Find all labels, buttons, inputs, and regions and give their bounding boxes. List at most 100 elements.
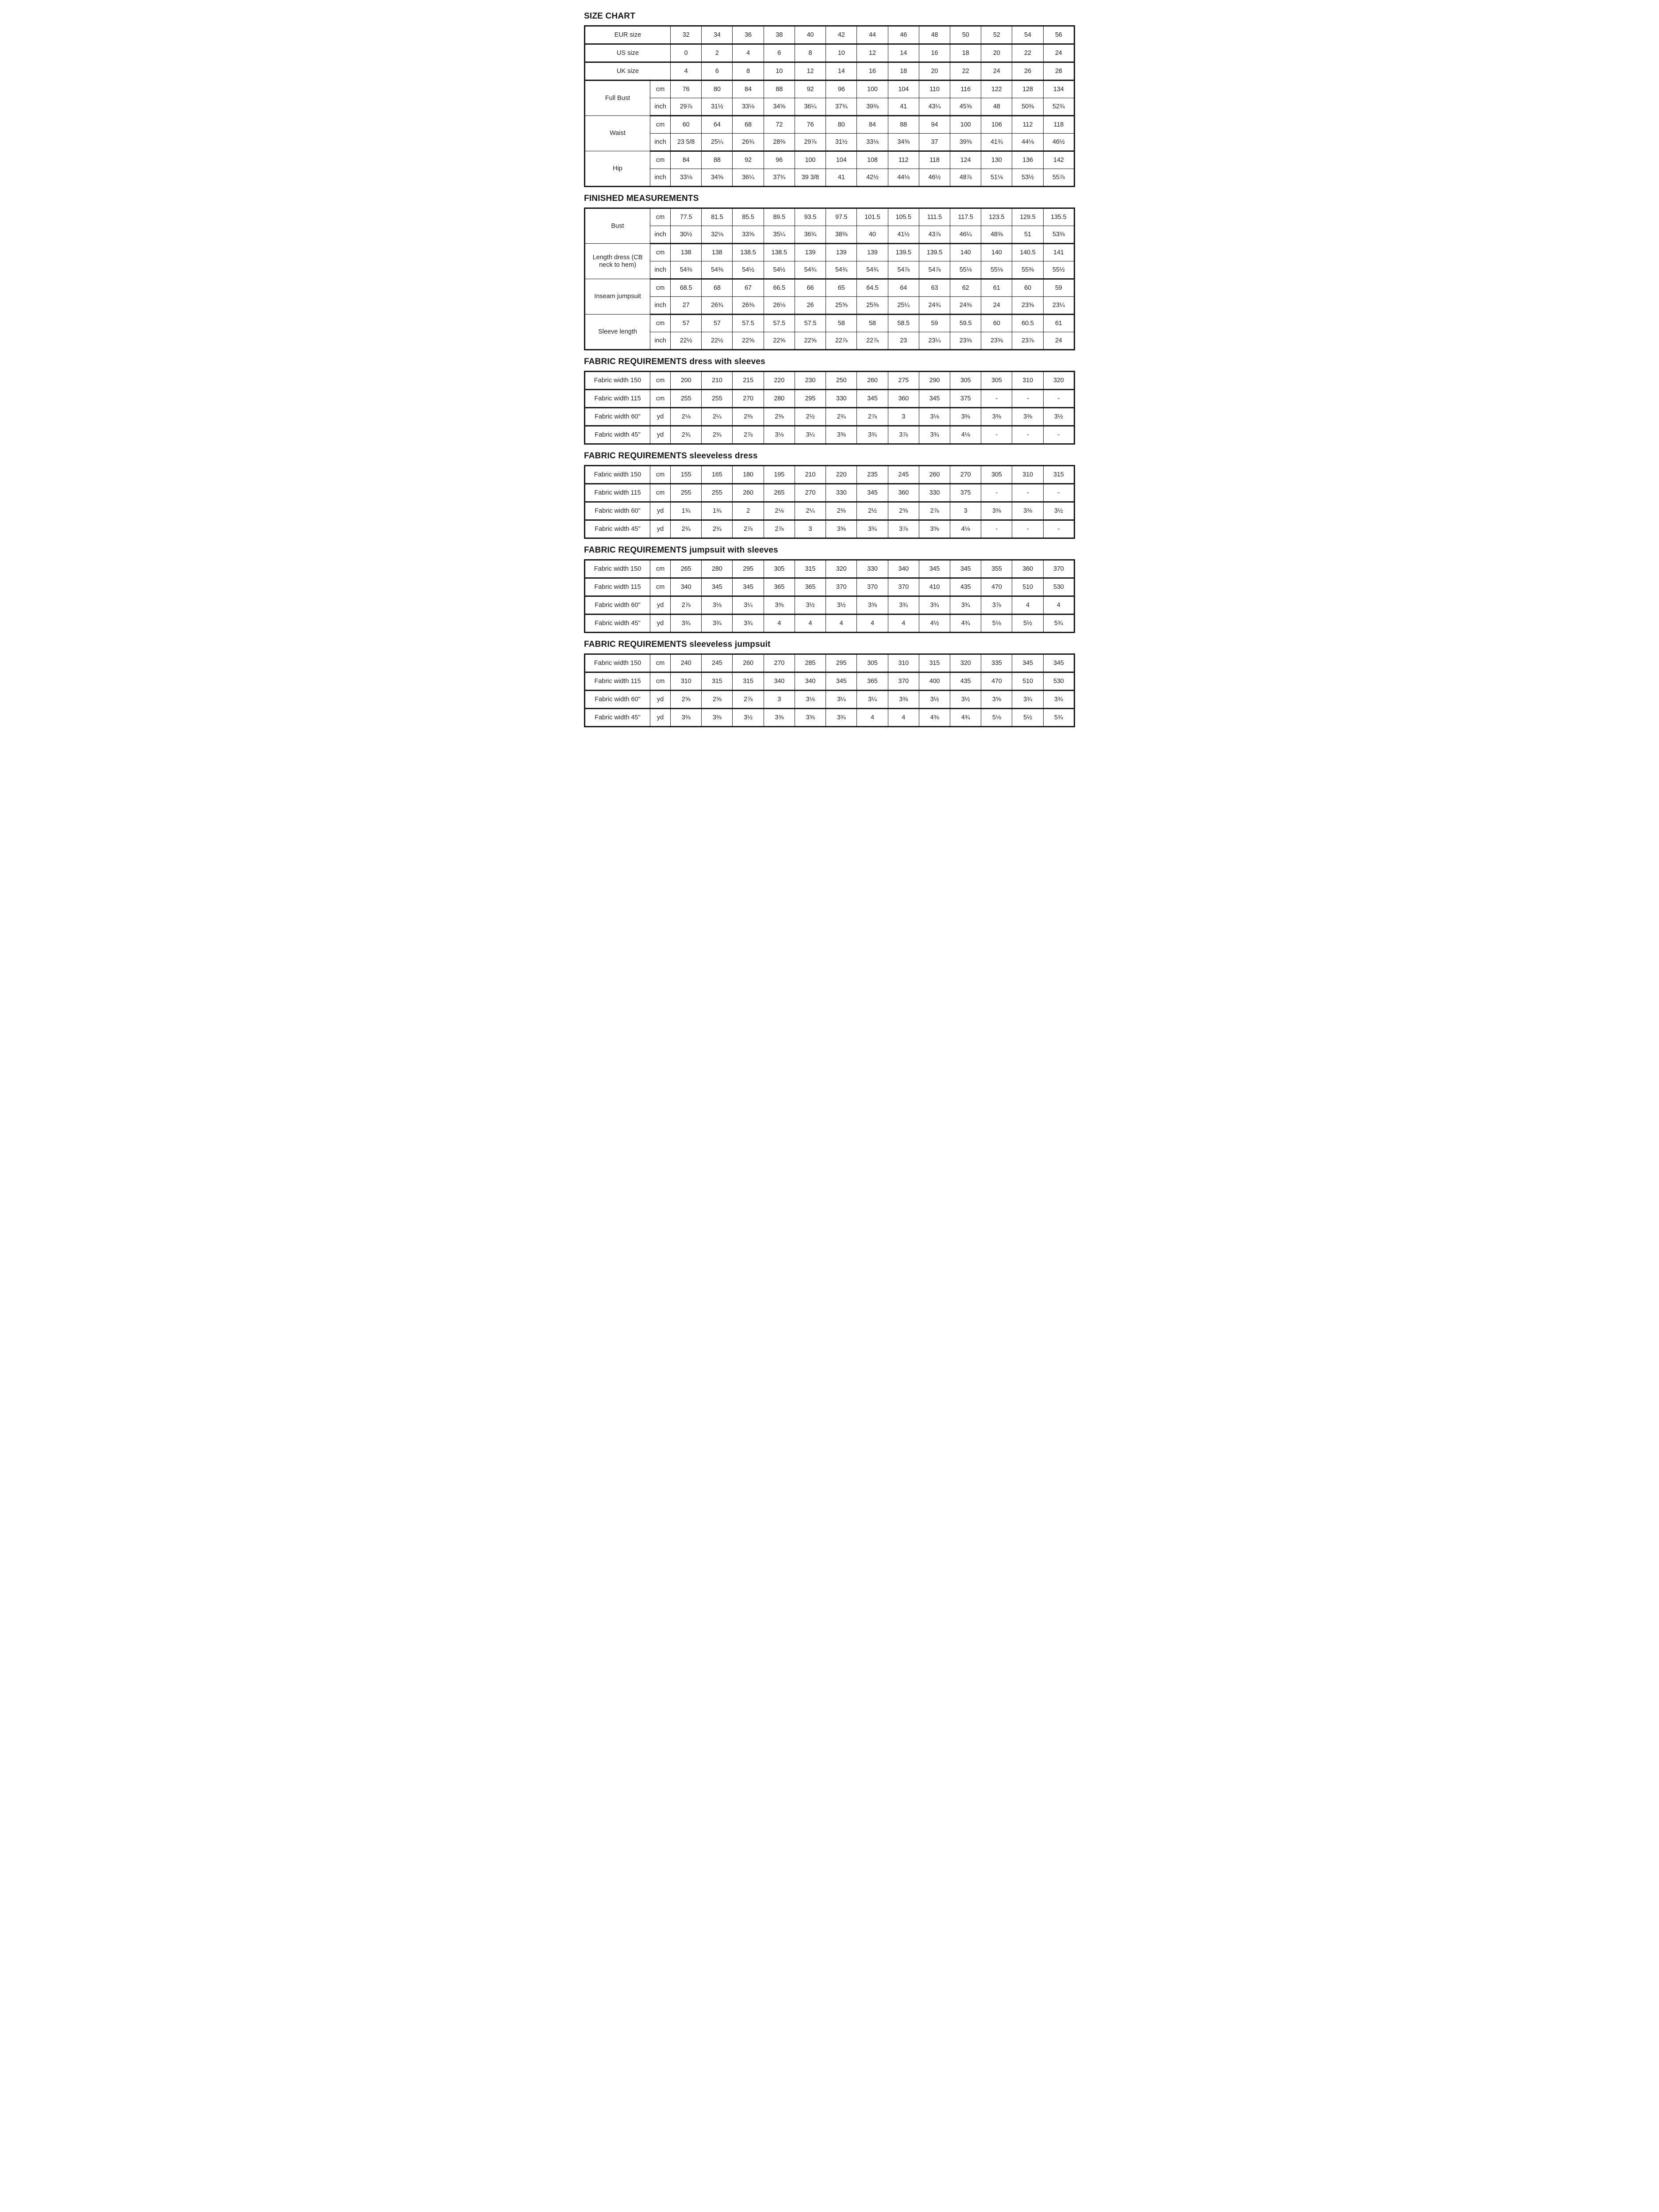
value-cell: 41 xyxy=(887,98,919,116)
value-cell: 38⅜ xyxy=(826,226,857,244)
value-cell: 81.5 xyxy=(701,208,733,226)
value-cell: 345 xyxy=(1012,654,1044,673)
value-cell: 2½ xyxy=(794,407,826,426)
value-cell: 88 xyxy=(763,80,795,98)
value-cell: 48 xyxy=(918,26,950,45)
value-cell: 2¾ xyxy=(826,407,857,426)
value-cell: 23 xyxy=(887,332,919,350)
value-cell: 340 xyxy=(670,578,702,597)
unit-cell: cm xyxy=(650,654,671,673)
value-cell: 33⅛ xyxy=(732,98,764,116)
value-cell: 61 xyxy=(981,279,1013,297)
value-cell: 5¾ xyxy=(1043,614,1075,633)
row-label-cell: Fabric width 115 xyxy=(584,484,650,503)
value-cell: 54¾ xyxy=(794,261,826,280)
value-cell: 54⅞ xyxy=(918,261,950,280)
value-cell: 400 xyxy=(918,672,950,691)
value-cell: 2⅞ xyxy=(732,426,764,445)
row-label-cell: Sleeve length xyxy=(584,314,650,350)
value-cell: 4⅜ xyxy=(918,708,950,727)
value-cell: 3⅜ xyxy=(763,596,795,615)
table-row: Fabric width 60" yd 2⅝ 2⅝ 2⅞ 3 3⅛ 3¼ 3¼ 3⅜ 3½ 3½ 3⅝ 3… xyxy=(584,690,1075,709)
value-cell: 25¼ xyxy=(887,296,919,315)
value-cell: 36 xyxy=(732,26,764,45)
value-cell: 34⅝ xyxy=(701,169,733,187)
table-row: Fabric width 150 cm 265 280 295 305 315 320 330 3… xyxy=(584,560,1075,579)
value-cell: 35¼ xyxy=(763,226,795,244)
value-cell: 96 xyxy=(826,80,857,98)
value-cell: 60 xyxy=(670,115,702,134)
value-cell: 59 xyxy=(918,314,950,332)
row-label-cell: Fabric width 45" xyxy=(584,614,650,633)
value-cell: 32 xyxy=(670,26,702,45)
value-cell: 23⅝ xyxy=(1012,296,1044,315)
value-cell: 141 xyxy=(1043,243,1075,261)
value-cell: 220 xyxy=(763,371,795,390)
value-cell: 3⅛ xyxy=(701,596,733,615)
unit-cell: yd xyxy=(650,708,671,727)
unit-cell: inch xyxy=(650,98,671,116)
value-cell: 330 xyxy=(856,560,888,579)
value-cell: 24 xyxy=(1043,44,1075,63)
value-cell: 97.5 xyxy=(826,208,857,226)
value-cell: 29⅞ xyxy=(670,98,702,116)
value-cell: 3⅝ xyxy=(826,426,857,445)
value-cell: 93.5 xyxy=(794,208,826,226)
value-cell: 315 xyxy=(794,560,826,579)
measurement-table: Fabric width 150 cm 200 210 215 220 230 250 260 2… xyxy=(584,371,1075,445)
value-cell: 270 xyxy=(949,465,982,484)
value-cell: 270 xyxy=(763,654,795,673)
value-cell: 54¾ xyxy=(856,261,888,280)
value-cell: 22⅝ xyxy=(763,332,795,350)
value-cell: - xyxy=(981,520,1013,539)
value-cell: 320 xyxy=(1043,371,1075,390)
value-cell: 370 xyxy=(826,578,857,597)
value-cell: 320 xyxy=(949,654,982,673)
value-cell: 58 xyxy=(826,314,857,332)
value-cell: 1¾ xyxy=(701,502,733,521)
row-label-cell: Fabric width 45" xyxy=(584,426,650,445)
value-cell: 3¾ xyxy=(918,426,950,445)
value-cell: 140.5 xyxy=(1012,243,1044,261)
value-cell: 64 xyxy=(887,279,919,297)
value-cell: 260 xyxy=(732,484,764,503)
value-cell: 22⅞ xyxy=(856,332,888,350)
value-cell: 65 xyxy=(826,279,857,297)
value-cell: 210 xyxy=(701,371,733,390)
row-label-cell: US size xyxy=(584,44,671,63)
value-cell: 2⅞ xyxy=(918,502,950,521)
value-cell: 315 xyxy=(918,654,950,673)
value-cell: 23 5/8 xyxy=(670,133,702,152)
value-cell: 31½ xyxy=(701,98,733,116)
value-cell: 305 xyxy=(981,371,1013,390)
value-cell: 290 xyxy=(918,371,950,390)
row-label-cell: Full Bust xyxy=(584,80,650,116)
value-cell: 370 xyxy=(887,578,919,597)
value-cell: 255 xyxy=(670,484,702,503)
table-row: Fabric width 45" yd 2¾ 2¾ 2⅞ 3⅛ 3¼ 3⅝ 3¾ 3⅞ 3¾ 4⅛ - -… xyxy=(584,426,1075,445)
value-cell: 5½ xyxy=(1012,614,1044,633)
value-cell: 111.5 xyxy=(918,208,950,226)
value-cell: 5⅛ xyxy=(981,708,1013,727)
value-cell: 310 xyxy=(1012,465,1044,484)
value-cell: 44⅛ xyxy=(1012,133,1044,152)
value-cell: 55⅛ xyxy=(949,261,982,280)
value-cell: 435 xyxy=(949,672,982,691)
value-cell: 2⅝ xyxy=(701,690,733,709)
value-cell: 2½ xyxy=(856,502,888,521)
value-cell: 2⅞ xyxy=(856,407,888,426)
value-cell: 3⅞ xyxy=(981,596,1013,615)
value-cell: 2¼ xyxy=(794,502,826,521)
row-label-cell: UK size xyxy=(584,62,671,81)
row-label-cell: Fabric width 45" xyxy=(584,520,650,539)
value-cell: 3⅞ xyxy=(887,520,919,539)
value-cell: 200 xyxy=(670,371,702,390)
unit-cell: cm xyxy=(650,243,671,261)
value-cell: 295 xyxy=(732,560,764,579)
value-cell: 8 xyxy=(794,44,826,63)
value-cell: 20 xyxy=(918,62,950,81)
value-cell: 295 xyxy=(794,389,826,408)
unit-cell: yd xyxy=(650,520,671,539)
value-cell: 3 xyxy=(763,690,795,709)
table-row: inch 29⅞ 31½ 33⅛ 34⅝ 36¼ 37¾ 39⅜ 41 43¼ 45⅝ 48 50⅜ 52… xyxy=(585,98,1075,116)
